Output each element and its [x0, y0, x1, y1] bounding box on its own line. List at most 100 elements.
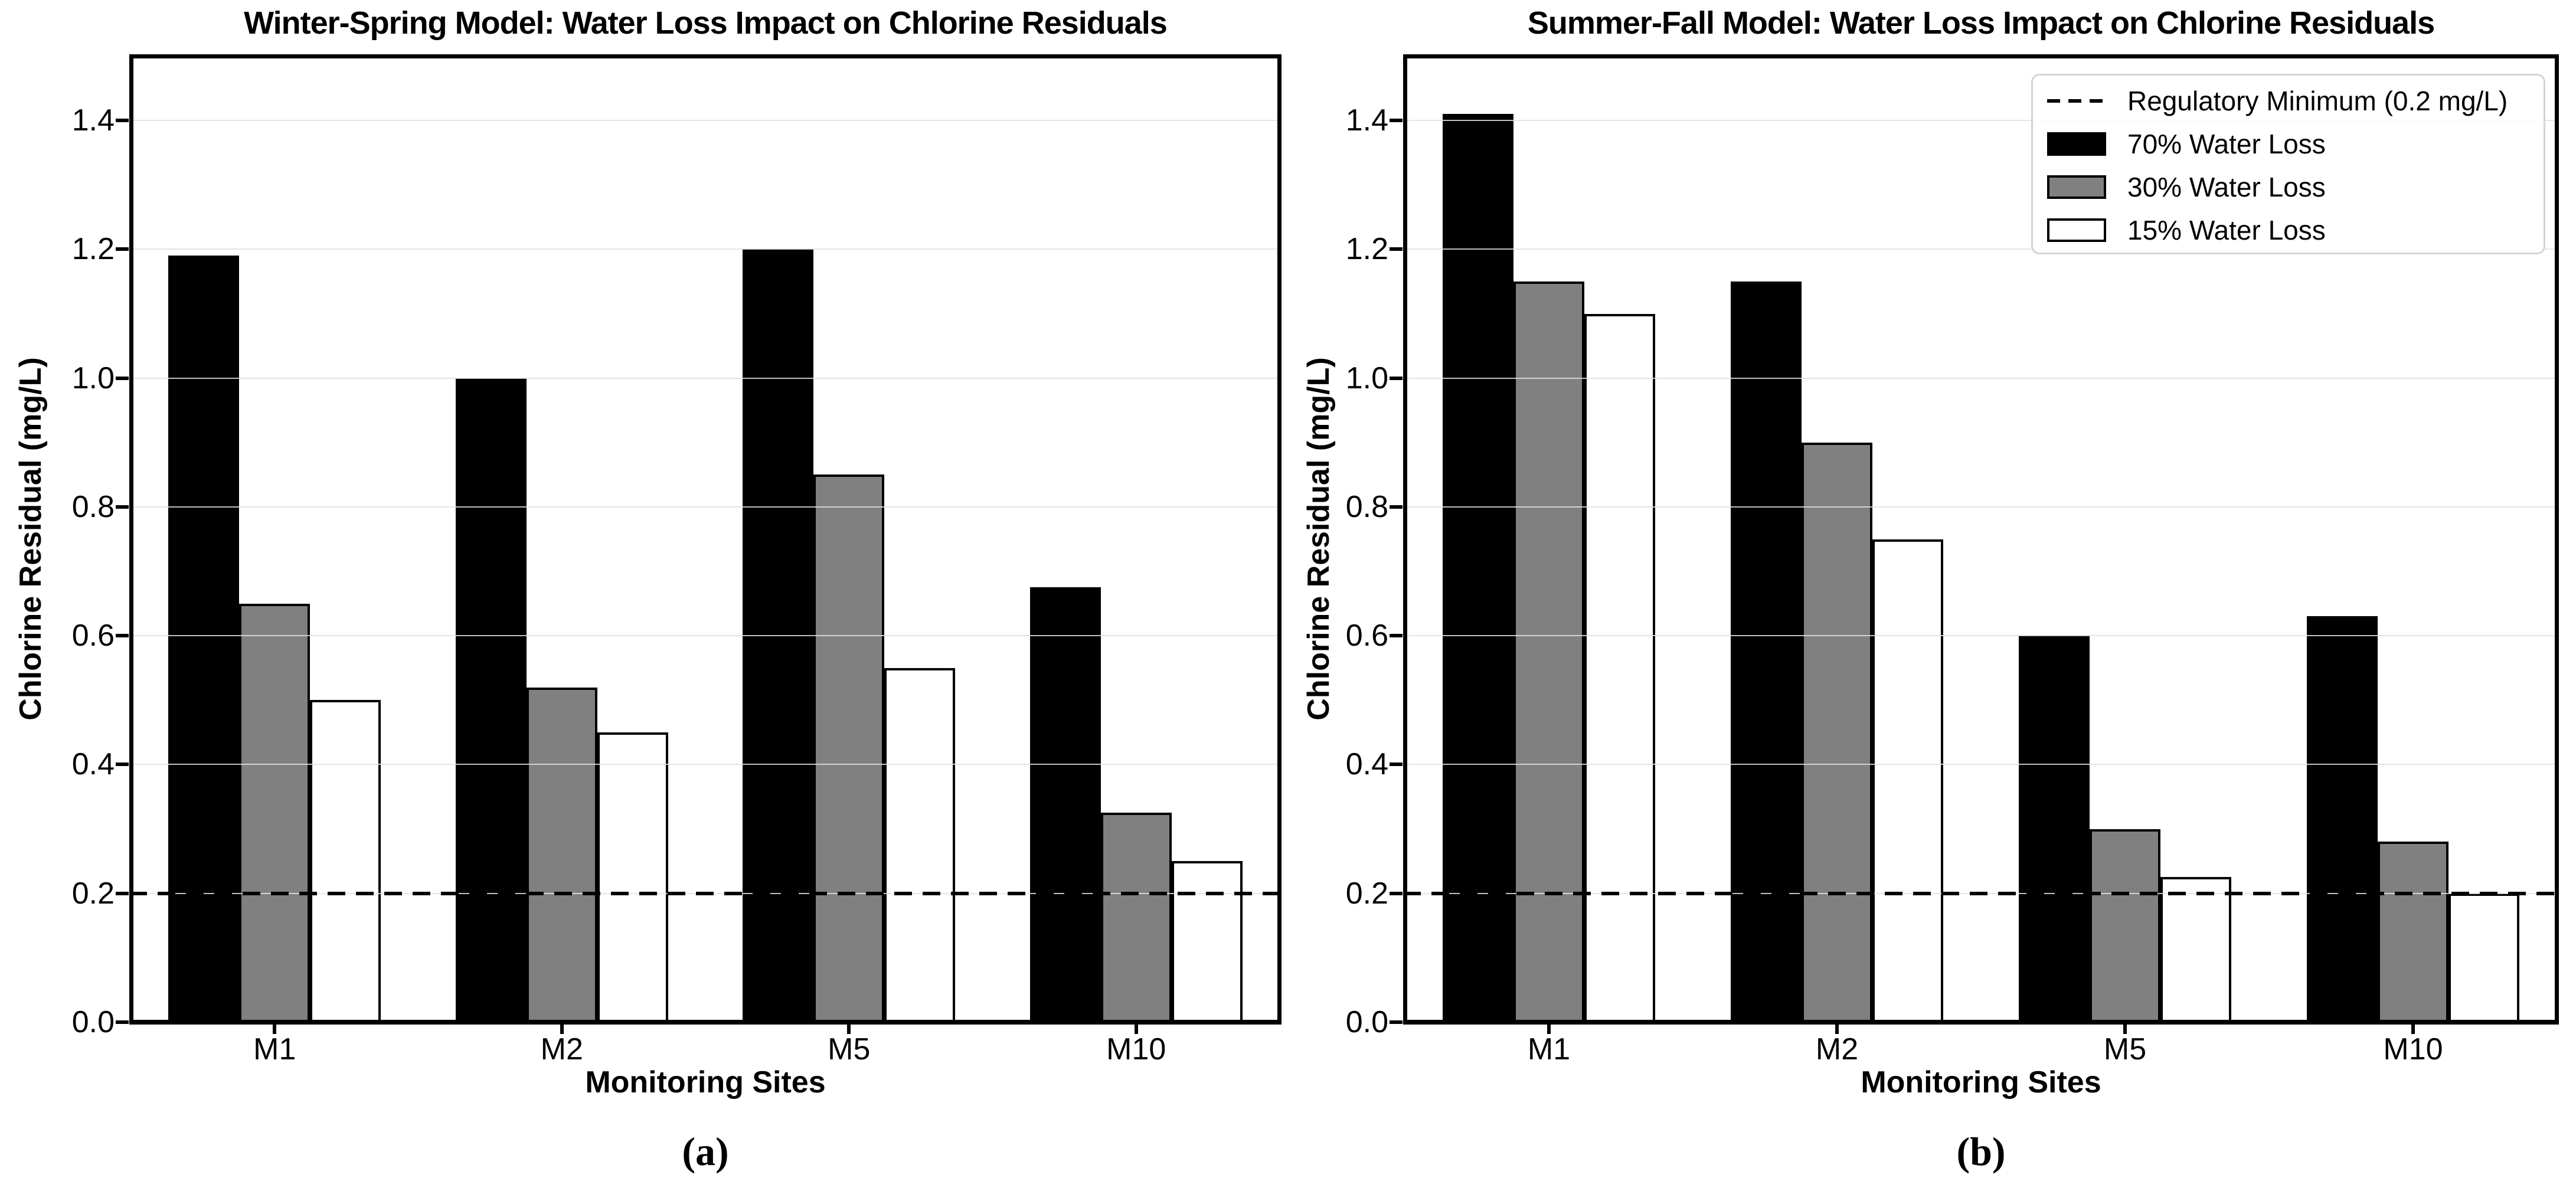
grid-line: [1405, 120, 2557, 122]
y-tick-mark: [1390, 119, 1403, 123]
bar-70-water-lossm5: [2019, 636, 2090, 1022]
y-tick-mark: [1390, 247, 1403, 251]
axis-spine-top: [129, 54, 1282, 58]
bar-15-water-lossm5: [884, 667, 956, 1022]
axis-spine-bottom: [1403, 1020, 2559, 1025]
y-tick-mark: [116, 119, 129, 123]
panel-b-plot-area: Regulatory Minimum (0.2 mg/L) 70% Water …: [1346, 54, 2559, 1066]
bar-15-water-lossm10: [1171, 861, 1243, 1022]
bar-15-water-lossm5: [2160, 877, 2231, 1022]
y-tick-label: 0.0: [1345, 1005, 1388, 1039]
grid-line: [1405, 635, 2557, 637]
y-tick-label: 0.4: [1345, 747, 1388, 782]
x-tick-mark: [2123, 1022, 2127, 1034]
bar-70-water-lossm10: [2307, 616, 2378, 1022]
y-tick-mark: [116, 1020, 129, 1024]
y-tick-label: 0.6: [71, 619, 115, 653]
y-tick-mark: [1390, 376, 1403, 380]
bar-70-water-lossm2: [455, 378, 527, 1022]
x-tick-label: M5: [2103, 1032, 2147, 1066]
x-tick-label: M2: [1815, 1032, 1859, 1066]
y-tick-mark: [116, 891, 129, 895]
bar-70-water-lossm10: [1029, 587, 1101, 1022]
bar-30-water-lossm10: [1100, 813, 1172, 1022]
y-tick-label: 0.6: [1345, 619, 1388, 653]
bar-30-water-lossm2: [526, 687, 597, 1022]
regulatory-minimum-line: [1403, 891, 2559, 895]
y-tick-label: 0.0: [71, 1005, 115, 1039]
bar-30-water-lossm1: [239, 603, 310, 1022]
legend: Regulatory Minimum (0.2 mg/L) 70% Water …: [2031, 74, 2545, 254]
x-tick-label: M2: [540, 1032, 583, 1066]
bar-30-water-lossm5: [813, 474, 885, 1022]
y-tick-mark: [1390, 505, 1403, 509]
bar-30-water-lossm1: [1513, 281, 1584, 1022]
y-tick-mark: [116, 634, 129, 638]
panel-a-caption: (a): [682, 1129, 729, 1174]
legend-label: 70% Water Loss: [2127, 128, 2326, 159]
y-tick-label: 0.4: [71, 747, 115, 782]
panel-a: Winter-Spring Model: Water Loss Impact o…: [14, 5, 1282, 1174]
grid-line: [1405, 377, 2557, 379]
y-tick-label: 1.2: [71, 232, 115, 267]
x-tick-mark: [1547, 1022, 1551, 1034]
grid-line: [1405, 248, 2557, 250]
x-tick-label: M1: [1527, 1032, 1571, 1066]
x-tick-mark: [273, 1022, 277, 1034]
grid-line: [131, 120, 1280, 122]
grid-line: [131, 377, 1280, 379]
y-tick-mark: [1390, 763, 1403, 767]
bar-70-water-lossm2: [1731, 281, 1802, 1022]
x-tick-label: M10: [1106, 1032, 1166, 1066]
y-tick-label: 1.2: [1345, 232, 1388, 267]
y-tick-label: 0.2: [1345, 876, 1388, 911]
x-tick-label: M1: [253, 1032, 296, 1066]
bar-15-water-lossm2: [1872, 539, 1943, 1022]
panel-b: Summer-Fall Model: Water Loss Impact on …: [1288, 0, 2576, 1201]
grid-line: [131, 764, 1280, 765]
panel-b-title: Summer-Fall Model: Water Loss Impact on …: [1527, 5, 2435, 41]
x-tick-mark: [2411, 1022, 2415, 1034]
axis-spine-bottom: [129, 1020, 1282, 1025]
bar-15-water-lossm1: [310, 700, 381, 1022]
legend-row-30-water-loss: 30% Water Loss: [2047, 165, 2538, 208]
grid-line: [131, 506, 1280, 508]
legend-row-15-water-loss: 15% Water Loss: [2047, 208, 2538, 251]
y-tick-mark: [116, 376, 129, 380]
dashed-line-icon: [2047, 99, 2106, 103]
regulatory-minimum-line: [129, 891, 1282, 895]
y-tick-label: 1.4: [71, 103, 115, 138]
axis-spine-left: [129, 54, 133, 1024]
grid-line: [1405, 764, 2557, 765]
y-tick-label: 0.8: [1345, 489, 1388, 524]
legend-label: Regulatory Minimum (0.2 mg/L): [2127, 85, 2508, 116]
grid-line: [131, 248, 1280, 250]
black-swatch-icon: [2047, 132, 2106, 156]
legend-row-70-water-loss: 70% Water Loss: [2047, 122, 2538, 165]
y-tick-mark: [1390, 1020, 1403, 1024]
bar-70-water-lossm1: [1443, 114, 1513, 1022]
axis-spine-right: [1277, 54, 1282, 1024]
legend-label: 30% Water Loss: [2127, 171, 2326, 202]
axis-spine-left: [1403, 54, 1407, 1024]
y-tick-label: 1.4: [1345, 103, 1388, 138]
bar-70-water-lossm1: [168, 256, 240, 1022]
panel-b-x-axis-label: Monitoring Sites: [1861, 1065, 2101, 1099]
bar-30-water-lossm10: [2378, 842, 2448, 1022]
panel-a-plot-area: 0.0 0.2 0.4 0.6 0.8 1.0 1.2 1.4 M1 M2 M5 M10: [72, 54, 1282, 1066]
gray-swatch-icon: [2047, 175, 2106, 199]
y-tick-label: 1.0: [1345, 361, 1388, 395]
grid-line: [1405, 506, 2557, 508]
y-tick-label: 0.8: [71, 489, 115, 524]
panel-b-caption: (b): [1956, 1129, 2006, 1174]
panel-a-x-axis-label: Monitoring Sites: [585, 1065, 826, 1099]
panel-a-title: Winter-Spring Model: Water Loss Impact o…: [244, 5, 1168, 41]
legend-label: 15% Water Loss: [2127, 214, 2326, 246]
axis-spine-top: [1403, 54, 2559, 58]
x-tick-label: M10: [2383, 1032, 2443, 1066]
y-tick-mark: [116, 247, 129, 251]
white-swatch-icon: [2047, 218, 2106, 242]
axis-spine-right: [2555, 54, 2559, 1024]
x-tick-mark: [560, 1022, 564, 1034]
